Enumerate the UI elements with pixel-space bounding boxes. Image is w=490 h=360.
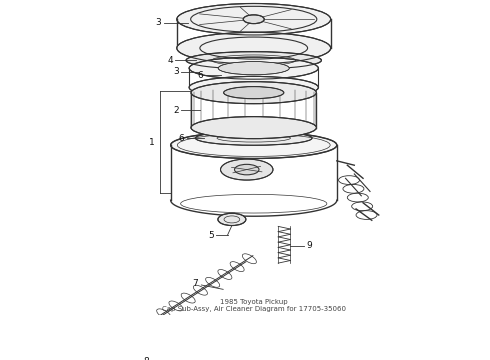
Ellipse shape [129,323,150,336]
Text: 3: 3 [156,18,162,27]
Ellipse shape [191,82,317,104]
Ellipse shape [177,4,331,35]
Ellipse shape [186,52,321,69]
Ellipse shape [235,164,259,175]
Text: 9: 9 [306,241,312,250]
Text: 8: 8 [144,356,149,360]
Ellipse shape [220,159,273,180]
Ellipse shape [223,87,284,99]
Text: 7: 7 [192,279,198,288]
Text: 3: 3 [173,67,179,76]
Text: 4: 4 [167,56,173,65]
Text: 6: 6 [178,134,184,143]
Ellipse shape [191,117,317,139]
Ellipse shape [243,15,264,24]
Text: 1: 1 [148,138,154,147]
Ellipse shape [189,57,318,79]
Text: 1985 Toyota Pickup
Cap Sub-Assy, Air Cleaner Diagram for 17705-35060: 1985 Toyota Pickup Cap Sub-Assy, Air Cle… [162,300,346,312]
Text: 5: 5 [208,231,214,240]
Ellipse shape [177,32,331,64]
Text: 2: 2 [173,105,179,114]
Ellipse shape [196,131,312,145]
Text: 6: 6 [197,71,203,80]
Ellipse shape [171,132,337,158]
Ellipse shape [218,62,289,75]
Ellipse shape [218,213,246,225]
Ellipse shape [189,76,318,98]
Ellipse shape [125,336,139,345]
